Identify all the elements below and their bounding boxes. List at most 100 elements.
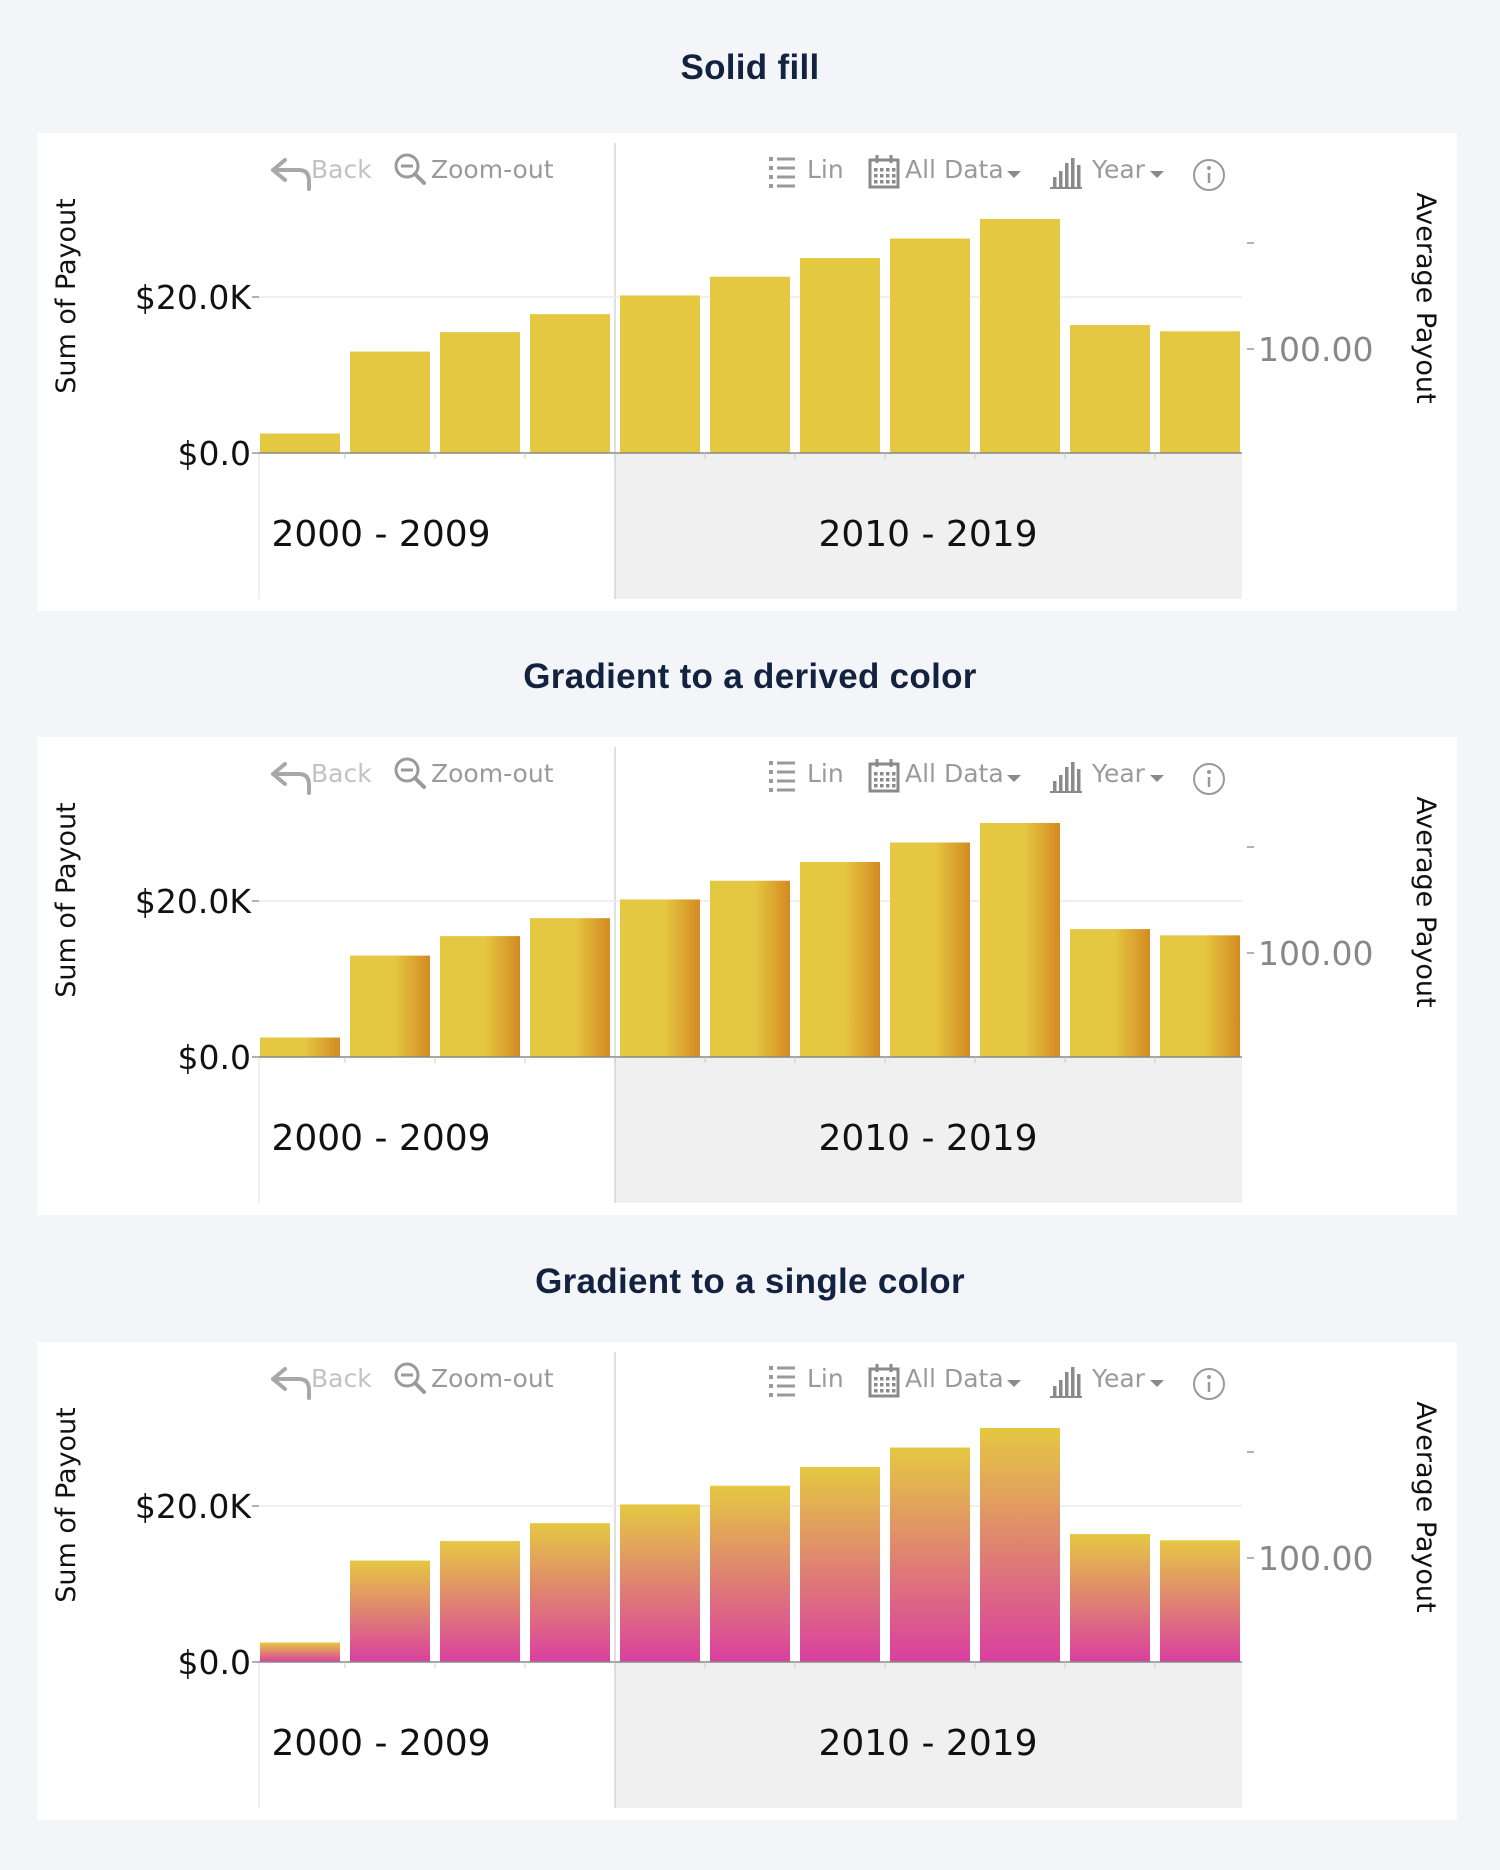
bar-2002[interactable]	[440, 1541, 520, 1662]
group-label-2000s: 2000 - 2009	[271, 514, 490, 555]
group-label-2000s: 2000 - 2009	[271, 1723, 490, 1764]
bar-2005[interactable]	[710, 276, 790, 453]
bar-chart-icon	[1050, 1367, 1082, 1398]
group-band-shaded	[615, 1057, 1242, 1203]
info-button[interactable]	[1193, 159, 1225, 191]
bar-2005[interactable]	[710, 880, 790, 1057]
range-dropdown[interactable]: All Data	[868, 1364, 1021, 1398]
info-button[interactable]	[1193, 763, 1225, 795]
bar-2001[interactable]	[350, 1560, 430, 1662]
zoom-out-label: Zoom-out	[431, 759, 554, 788]
bar-2009[interactable]	[1070, 929, 1150, 1057]
bar-2010[interactable]	[1160, 935, 1240, 1057]
bar-2009[interactable]	[1070, 1534, 1150, 1662]
bar-2006[interactable]	[800, 1467, 880, 1662]
y-tick-label: $0.0	[178, 434, 251, 473]
bar-2006[interactable]	[800, 862, 880, 1057]
bar-2008[interactable]	[980, 1428, 1060, 1662]
info-icon	[1193, 159, 1225, 191]
scale-toggle[interactable]: Lin	[769, 155, 844, 188]
back-arrow-icon	[271, 762, 311, 795]
bar-2004[interactable]	[620, 295, 700, 453]
y-axis-title: Sum of Payout	[51, 802, 82, 998]
bar-2000[interactable]	[260, 1642, 340, 1663]
bar-chart-solid-fill: $0.0 $20.0K 100.00 Sum of Payout Average Pay…	[51, 143, 1441, 599]
calendar-icon	[868, 759, 900, 793]
y2-tick-label: 100.00	[1258, 330, 1373, 369]
zoom-out-icon	[394, 153, 426, 185]
chart-panel-solid-fill: $0.0 $20.0K 100.00 Sum of Payout Average Pay…	[37, 133, 1457, 611]
bar-2002[interactable]	[440, 332, 520, 453]
range-dropdown[interactable]: All Data	[868, 759, 1021, 793]
zoom-out-label: Zoom-out	[431, 155, 554, 184]
bar-chart-icon	[1050, 158, 1082, 189]
period-dropdown[interactable]: Year	[1050, 759, 1164, 793]
caret-down-icon	[1007, 775, 1021, 782]
zoom-out-button[interactable]: Zoom-out	[394, 153, 554, 185]
chart-panel-gradient-derived: $0.0 $20.0K 100.00 Sum of Payout Average Pay…	[37, 737, 1457, 1215]
bar-2010[interactable]	[1160, 331, 1240, 453]
panel-title-gradient-single: Gradient to a single color	[535, 1262, 965, 1301]
panel-title-solid-fill: Solid fill	[680, 48, 820, 87]
bar-2003[interactable]	[530, 1523, 610, 1662]
scale-toggle[interactable]: Lin	[769, 759, 844, 792]
calendar-icon	[868, 1364, 900, 1398]
back-label: Back	[311, 759, 372, 788]
list-icon	[769, 157, 795, 188]
y2-axis-title: Average Payout	[1410, 1401, 1441, 1612]
calendar-icon	[868, 155, 900, 189]
y2-tick-label: 100.00	[1258, 1539, 1373, 1578]
info-button[interactable]	[1193, 1368, 1225, 1400]
group-band-shaded	[615, 453, 1242, 599]
scale-toggle[interactable]: Lin	[769, 1364, 844, 1397]
bar-2010[interactable]	[1160, 1540, 1240, 1662]
back-arrow-icon	[271, 1367, 311, 1400]
period-dropdown[interactable]: Year	[1050, 155, 1164, 189]
bar-2009[interactable]	[1070, 325, 1150, 453]
caret-down-icon	[1007, 171, 1021, 178]
bar-2004[interactable]	[620, 1504, 700, 1662]
bar-2008[interactable]	[980, 219, 1060, 453]
group-label-2010s: 2010 - 2019	[818, 1723, 1037, 1764]
y-tick-label: $20.0K	[135, 278, 252, 317]
back-button[interactable]: Back	[271, 759, 372, 795]
range-dropdown[interactable]: All Data	[868, 155, 1021, 189]
period-dropdown[interactable]: Year	[1050, 1364, 1164, 1398]
bar-2000[interactable]	[260, 1037, 340, 1058]
bar-2003[interactable]	[530, 314, 610, 453]
bar-2002[interactable]	[440, 936, 520, 1057]
range-label: All Data	[905, 155, 1004, 184]
period-label: Year	[1091, 155, 1146, 184]
bar-2007[interactable]	[890, 1447, 970, 1663]
range-label: All Data	[905, 759, 1004, 788]
bar-2006[interactable]	[800, 258, 880, 453]
info-icon	[1193, 1368, 1225, 1400]
bar-2008[interactable]	[980, 823, 1060, 1057]
bar-2005[interactable]	[710, 1485, 790, 1662]
caret-down-icon	[1150, 775, 1164, 782]
zoom-out-button[interactable]: Zoom-out	[394, 1362, 554, 1394]
bar-2003[interactable]	[530, 918, 610, 1057]
bar-2001[interactable]	[350, 351, 430, 453]
bar-2000[interactable]	[260, 433, 340, 454]
zoom-out-button[interactable]: Zoom-out	[394, 757, 554, 789]
scale-label: Lin	[807, 759, 844, 788]
back-button[interactable]: Back	[271, 1364, 372, 1400]
group-label-2010s: 2010 - 2019	[818, 1118, 1037, 1159]
chart-panel-gradient-single: $0.0 $20.0K 100.00 Sum of Payout Average Pay…	[37, 1342, 1457, 1820]
y-axis-title: Sum of Payout	[51, 1407, 82, 1603]
list-icon	[769, 761, 795, 792]
back-arrow-icon	[271, 158, 311, 191]
bar-chart-gradient-derived: $0.0 $20.0K 100.00 Sum of Payout Average Pay…	[51, 747, 1441, 1203]
bar-2004[interactable]	[620, 899, 700, 1057]
back-button[interactable]: Back	[271, 155, 372, 191]
y2-axis-title: Average Payout	[1410, 192, 1441, 403]
bar-2001[interactable]	[350, 955, 430, 1057]
bar-2007[interactable]	[890, 238, 970, 454]
back-label: Back	[311, 1364, 372, 1393]
bar-2007[interactable]	[890, 842, 970, 1058]
group-label-2000s: 2000 - 2009	[271, 1118, 490, 1159]
caret-down-icon	[1007, 1380, 1021, 1387]
y-tick-label: $20.0K	[135, 1487, 252, 1526]
y-tick-label: $0.0	[178, 1643, 251, 1682]
